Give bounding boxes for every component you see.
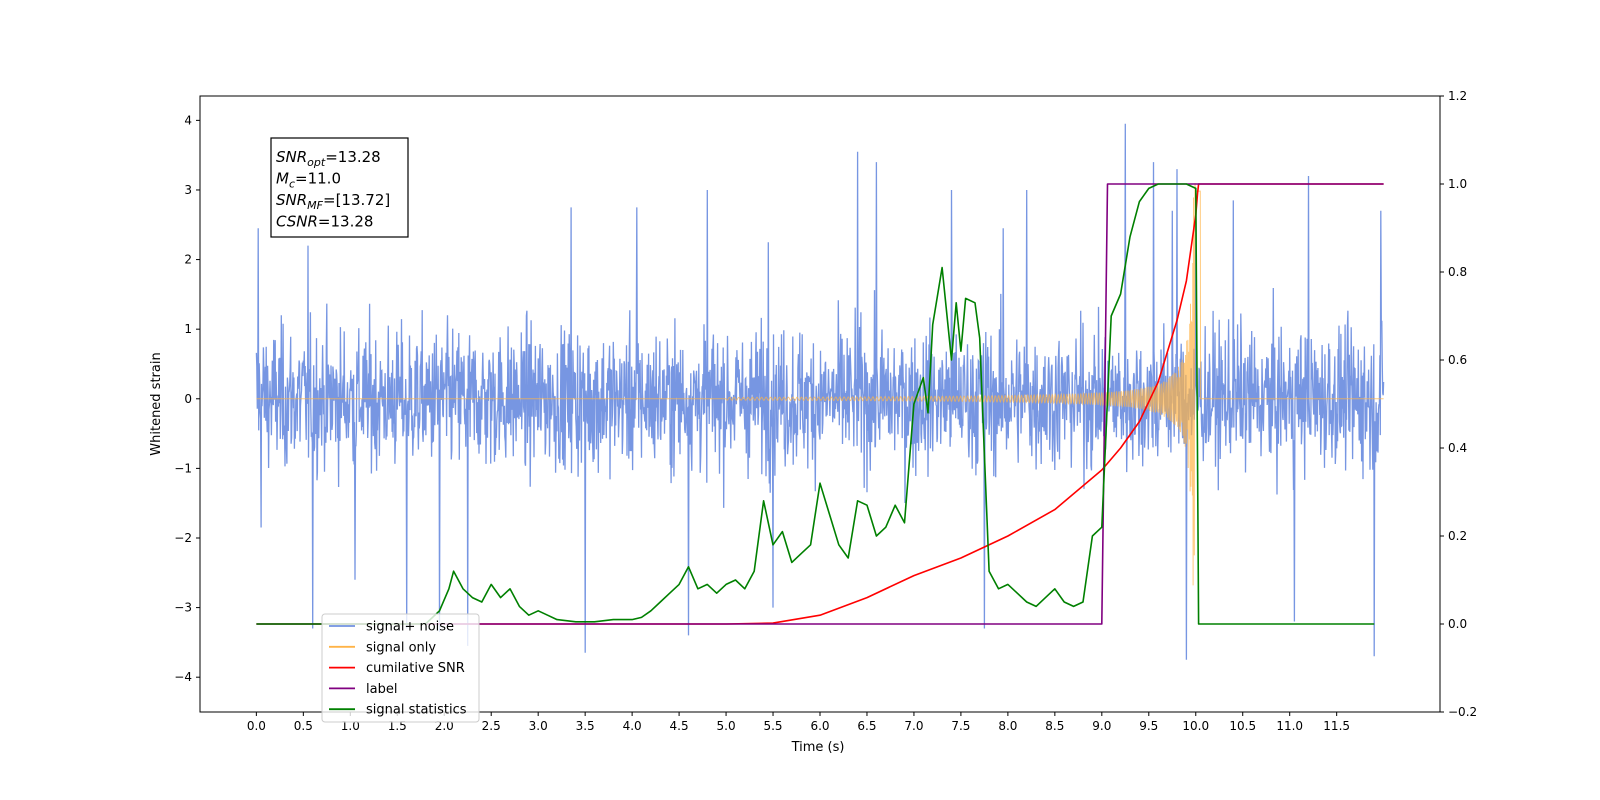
- y-axis-left: 4 3 2 1 0 −1 −2 −3 −4: [174, 113, 200, 684]
- y-tick-label: 1: [184, 322, 192, 336]
- x-tick-label: 6.0: [810, 719, 829, 733]
- legend-frame: [321, 613, 480, 723]
- annotation-value: =13.28: [325, 148, 381, 166]
- x-tick-label: 0.0: [247, 719, 266, 733]
- legend-label: signal+ noise: [366, 620, 454, 635]
- y-axis-label: Whitened strain: [149, 352, 164, 455]
- legend-label: label: [366, 682, 397, 697]
- x-tick-label: 9.5: [1139, 719, 1158, 733]
- x-tick-label: 10.5: [1229, 719, 1256, 733]
- y2-tick-label: 0.6: [1448, 353, 1467, 367]
- annotation-symbol: CSNR: [276, 213, 318, 231]
- legend-label: cumilative SNR: [366, 661, 465, 676]
- annotation-subscript: MF: [307, 199, 323, 212]
- x-tick-label: 8.0: [998, 719, 1017, 733]
- y-tick-label: −4: [174, 670, 192, 684]
- x-tick-label: 9.0: [1092, 719, 1111, 733]
- x-tick-label: 11.5: [1323, 719, 1350, 733]
- annotation-subscript: opt: [307, 156, 326, 169]
- series-signal-statistics: [256, 183, 1375, 625]
- x-tick-label: 4.0: [623, 719, 642, 733]
- x-tick-label: 7.0: [904, 719, 923, 733]
- x-axis: 0.0 0.5 1.0 1.5 2.0 2.5 3.0 3.5 4.0 4.5 5.0 5.5 6.0 6…: [247, 712, 1350, 733]
- y2-tick-label: 1.2: [1448, 89, 1467, 103]
- y-tick-label: −1: [174, 461, 192, 475]
- y2-tick-label: 0.0: [1448, 617, 1467, 631]
- x-tick-label: 10.0: [1182, 719, 1209, 733]
- annotation-symbol: SNR: [276, 191, 307, 209]
- annotation-line: CSNR=13.28: [276, 213, 373, 231]
- x-tick-label: 3.5: [576, 719, 595, 733]
- annotation-symbol: M: [276, 170, 289, 188]
- x-tick-label: 0.5: [294, 719, 313, 733]
- legend-label: signal only: [366, 640, 436, 655]
- annotation-symbol: SNR: [276, 148, 307, 166]
- y2-tick-label: −0.2: [1448, 705, 1477, 719]
- annotation-subscript: c: [289, 178, 295, 191]
- x-tick-label: 2.5: [482, 719, 501, 733]
- annotation-line: SNRopt=13.28: [276, 148, 381, 169]
- y-axis-right: 1.2 1.0 0.8 0.6 0.4 0.2 0.0 −0.2: [1440, 89, 1477, 719]
- annotation-value: =11.0: [295, 170, 341, 188]
- x-tick-label: 5.0: [717, 719, 736, 733]
- legend: signal+ noise signal only cumilative SNR la…: [321, 613, 480, 723]
- y-tick-label: −3: [174, 601, 192, 615]
- y-tick-label: −2: [174, 531, 192, 545]
- y-tick-label: 3: [184, 183, 192, 197]
- x-tick-label: 3.0: [529, 719, 548, 733]
- annotation-value: =[13.72]: [323, 191, 390, 209]
- annotation-line: Mc=11.0: [276, 170, 341, 191]
- series-label: [256, 183, 1384, 625]
- legend-label: signal statistics: [366, 703, 467, 718]
- x-tick-label: 7.5: [951, 719, 970, 733]
- y-tick-label: 2: [184, 253, 192, 267]
- y2-tick-label: 1.0: [1448, 177, 1467, 191]
- y2-tick-label: 0.4: [1448, 441, 1467, 455]
- x-tick-label: 11.0: [1276, 719, 1303, 733]
- y-tick-label: 0: [184, 392, 192, 406]
- x-tick-label: 8.5: [1045, 719, 1064, 733]
- annotation-line: SNRMF=[13.72]: [276, 191, 390, 212]
- annotation-box: SNRopt=13.28Mc=11.0SNRMF=[13.72]CSNR=13.…: [270, 137, 409, 238]
- annotation-value: =13.28: [318, 213, 374, 231]
- y2-tick-label: 0.2: [1448, 529, 1467, 543]
- x-tick-label: 6.5: [857, 719, 876, 733]
- x-tick-label: 4.5: [670, 719, 689, 733]
- y-tick-label: 4: [184, 113, 192, 127]
- y2-tick-label: 0.8: [1448, 265, 1467, 279]
- x-axis-label: Time (s): [791, 740, 845, 755]
- x-tick-label: 5.5: [763, 719, 782, 733]
- annotation-frame: [270, 137, 409, 238]
